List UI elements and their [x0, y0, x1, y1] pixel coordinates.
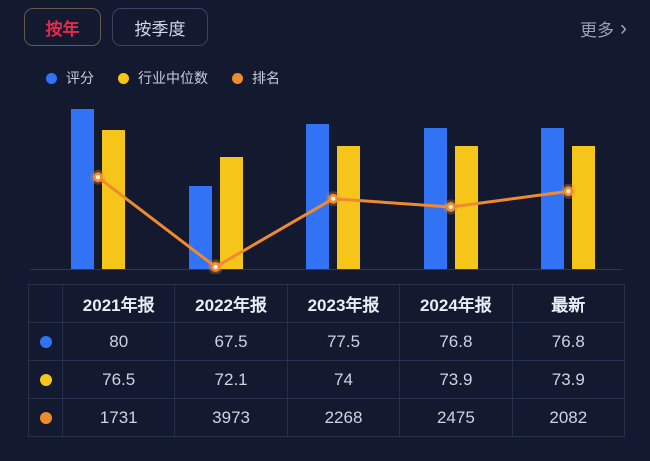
rank-point-core	[95, 175, 101, 180]
series-dot-行业中位数	[39, 373, 52, 386]
table-value-cell: 2475	[400, 399, 513, 437]
legend: 评分 行业中位数 排名	[46, 68, 280, 88]
bar-评分-2021年报	[71, 108, 94, 269]
bar-评分-最新	[541, 128, 565, 269]
table-value-cell: 74	[287, 361, 401, 399]
tab-by-year[interactable]: 按年	[24, 8, 101, 46]
legend-item-industry-median[interactable]: 行业中位数	[118, 68, 208, 88]
rank-line-layer	[90, 169, 576, 274]
legend-item-rank[interactable]: 排名	[232, 68, 280, 88]
bar-行业中位数-最新	[572, 146, 596, 269]
legend-item-score[interactable]: 评分	[46, 68, 94, 88]
table-header-cell: 最新	[512, 285, 625, 323]
table-header-cell: 2022年报	[175, 285, 288, 323]
legend-label-score: 评分	[66, 70, 94, 86]
tab-by-quarter[interactable]: 按季度	[112, 8, 208, 46]
tab-by-year-label: 按年	[45, 19, 80, 39]
table-value-cell: 77.5	[287, 323, 401, 361]
score-dot-icon	[46, 72, 57, 84]
rank-point-core	[331, 196, 336, 201]
x-axis-line	[30, 269, 622, 270]
table-value-cell: 67.5	[175, 323, 288, 361]
bar-评分-2024年报	[423, 128, 447, 269]
more-label: 更多	[580, 21, 614, 40]
table-value-cell: 80	[63, 323, 176, 361]
table-header-cell: 2023年报	[287, 285, 401, 323]
series-dot-评分	[39, 335, 52, 348]
rank-point-core	[566, 189, 571, 194]
table-value-cell: 73.9	[400, 361, 513, 399]
table-series-dot-cell	[29, 323, 63, 361]
rank-line	[97, 176, 569, 269]
table-corner-cell	[29, 285, 63, 323]
bar-行业中位数-2023年报	[337, 145, 361, 269]
legend-label-rank: 排名	[252, 70, 280, 86]
table-header-cell: 2021年报	[63, 285, 176, 323]
table-series-dot-cell	[29, 361, 63, 399]
tab-by-quarter-label: 按季度	[134, 19, 186, 39]
rank-point-core	[213, 264, 218, 270]
bar-行业中位数-2022年报	[219, 157, 243, 269]
table-value-cell: 2268	[287, 399, 401, 437]
table-value-cell: 1731	[63, 399, 176, 437]
bar-评分-2023年报	[306, 123, 330, 269]
bar-行业中位数-2024年报	[454, 146, 478, 269]
table-value-cell: 2082	[512, 399, 625, 437]
chevron-right-icon: ›	[620, 17, 627, 40]
table-value-cell: 73.9	[512, 361, 625, 399]
table-value-cell: 76.8	[400, 323, 513, 361]
table-value-cell: 3973	[175, 399, 288, 437]
table-value-cell: 72.1	[175, 361, 288, 399]
bar-评分-2022年报	[188, 185, 212, 269]
table-value-cell: 76.5	[63, 361, 176, 399]
ratings-table: 2021年报 2022年报 2023年报 2024年报 最新 80 67.5 77.5 76.8…	[28, 284, 625, 437]
table-header-cell: 2024年报	[400, 285, 513, 323]
legend-label-industry-median: 行业中位数	[138, 70, 208, 86]
table-value-cell: 76.8	[512, 323, 625, 361]
rank-dot-icon	[232, 72, 243, 84]
table-series-dot-cell	[29, 399, 63, 437]
rating-bar-line-chart	[0, 88, 650, 274]
bar-行业中位数-2021年报	[102, 130, 125, 269]
rank-point-core	[448, 204, 453, 210]
more-link[interactable]: 更多 ›	[580, 16, 627, 41]
industry-median-dot-icon	[118, 72, 129, 84]
series-dot-排名	[39, 411, 52, 424]
